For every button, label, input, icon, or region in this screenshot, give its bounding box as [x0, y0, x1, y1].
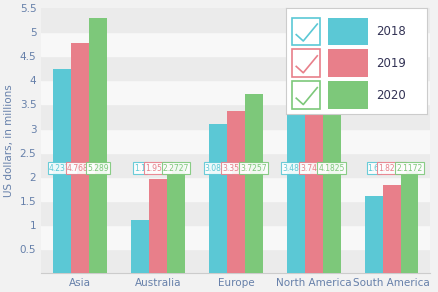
Text: 4.7685: 4.7685	[67, 164, 93, 173]
Bar	[41, 177, 430, 201]
Bar	[148, 179, 166, 273]
Text: 4.1825: 4.1825	[318, 164, 344, 173]
Text: 1.9578: 1.9578	[145, 164, 171, 173]
Bar	[41, 32, 430, 56]
Text: 3.0884: 3.0884	[204, 164, 231, 173]
Bar	[41, 225, 430, 249]
Text: 1.6: 1.6	[367, 164, 379, 173]
Bar	[41, 80, 430, 105]
Text: 4.2372: 4.2372	[49, 164, 75, 173]
Text: 3.7477: 3.7477	[300, 164, 326, 173]
Bar	[382, 185, 399, 273]
Text: 1.1: 1.1	[134, 164, 146, 173]
Bar	[41, 8, 430, 32]
Bar	[131, 220, 148, 273]
Text: 5.289: 5.289	[87, 164, 109, 173]
Bar	[166, 164, 184, 273]
Bar	[71, 44, 89, 273]
Bar	[41, 128, 430, 153]
Bar	[53, 69, 71, 273]
Text: 3.7257: 3.7257	[240, 164, 266, 173]
Bar	[226, 111, 244, 273]
Text: 2.1172: 2.1172	[396, 164, 422, 173]
Y-axis label: US dollars, in millions: US dollars, in millions	[4, 84, 14, 197]
Text: 2.2727: 2.2727	[162, 164, 189, 173]
Bar	[304, 93, 322, 273]
Bar	[41, 105, 430, 128]
Bar	[41, 201, 430, 225]
Bar	[286, 105, 304, 273]
Bar	[41, 56, 430, 80]
Bar	[41, 249, 430, 273]
Text: 3.4888: 3.4888	[282, 164, 308, 173]
Bar	[208, 124, 226, 273]
Bar	[89, 18, 107, 273]
Bar	[244, 94, 262, 273]
Text: 3.3579: 3.3579	[222, 164, 249, 173]
Bar	[399, 171, 417, 273]
Bar	[322, 72, 340, 273]
Bar	[364, 196, 382, 273]
Bar	[41, 153, 430, 177]
Text: 1.8257: 1.8257	[378, 164, 404, 173]
